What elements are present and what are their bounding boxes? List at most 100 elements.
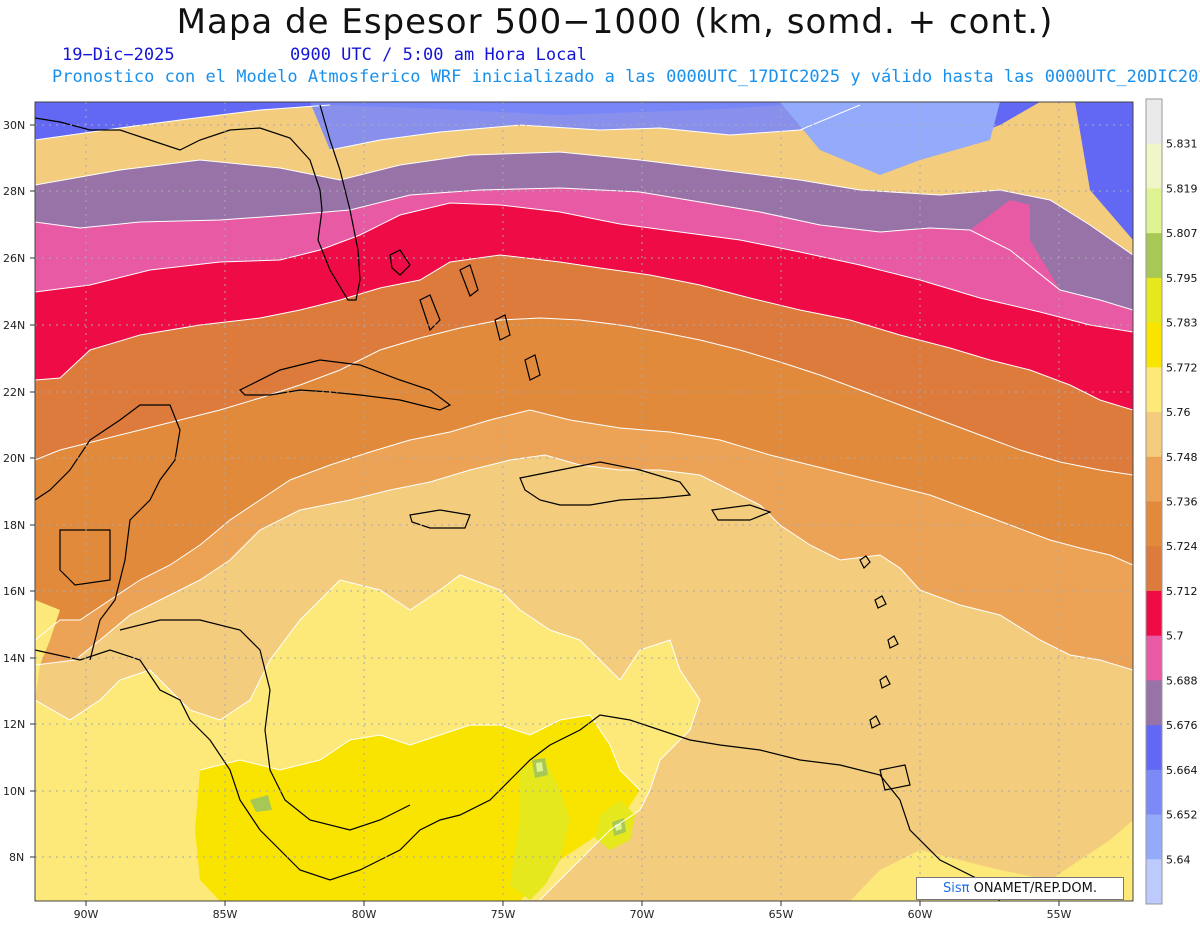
map-title: Mapa de Espesor 500−1000 (km, somd. + co… [176, 2, 1054, 42]
lon-label: 90W [74, 908, 99, 921]
colorbar-swatch [1146, 233, 1162, 279]
pi-icon: π [961, 881, 970, 896]
lon-label: 60W [908, 908, 933, 921]
colorbar-swatch [1146, 322, 1162, 368]
colorbar-label: 5.783 [1166, 317, 1198, 330]
lat-label: 26N [3, 252, 25, 265]
colorbar-label: 5.688 [1166, 674, 1198, 687]
colorbar-label: 5.7 [1166, 630, 1184, 643]
lat-label: 20N [3, 452, 25, 465]
colorbar-swatch [1146, 99, 1162, 145]
map-frame [34, 101, 1134, 902]
band-5-688 [35, 188, 1133, 332]
colorbar-swatch [1146, 590, 1162, 637]
thickness-fill [35, 102, 1133, 901]
colorbar-label: 5.831 [1166, 138, 1198, 151]
lon-label: 70W [630, 908, 655, 921]
colorbar-label: 5.772 [1166, 361, 1198, 374]
band-5-724 [35, 318, 1133, 640]
colorbar-label: 5.76 [1166, 406, 1191, 419]
lat-label: 24N [3, 319, 25, 332]
credit-text: ONAMET/REP.DOM. [969, 881, 1097, 896]
bahamas-3 [459, 264, 479, 297]
cuba [238, 359, 452, 411]
colorbar-label: 5.676 [1166, 719, 1198, 732]
forecast-time: 0900 UTC / 5:00 am Hora Local [290, 45, 587, 65]
lat-label: 16N [3, 585, 25, 598]
lat-label: 18N [3, 519, 25, 532]
colorbar-swatch [1146, 635, 1162, 681]
puerto-rico [711, 504, 772, 521]
credit-logo: Sis [943, 881, 962, 896]
colorbar-swatch [1146, 680, 1162, 726]
colorbar-swatch [1146, 769, 1162, 816]
lat-label: 22N [3, 386, 25, 399]
band-5-783 [510, 760, 635, 900]
central-america [35, 649, 551, 881]
colorbar-swatch [1146, 859, 1162, 905]
colorbar-label: 5.64 [1166, 853, 1191, 866]
lat-label: 12N [3, 718, 25, 731]
south-america-coast [549, 714, 1001, 901]
colorbar-label: 5.664 [1166, 764, 1198, 777]
bahamas-4 [494, 314, 511, 341]
lat-labels: 30N 28N 26N 24N 22N 20N 18N 16N 14N 12N … [3, 119, 25, 864]
band-5-712 [35, 255, 1133, 475]
lon-label: 65W [769, 908, 794, 921]
band-5-664 [35, 102, 1133, 240]
lon-label: 75W [491, 908, 516, 921]
colorbar-label: 5.748 [1166, 451, 1198, 464]
credit-box: Sisπ ONAMET/REP.DOM. [916, 877, 1124, 900]
bahamas-2 [419, 294, 441, 332]
lon-label: 80W [352, 908, 377, 921]
colorbar-label: 5.819 [1166, 182, 1198, 195]
model-info: Pronostico con el Modelo Atmosferico WRF… [52, 67, 1200, 87]
colorbar-label: 5.807 [1166, 227, 1198, 240]
bahamas-5 [524, 354, 541, 381]
coastlines [35, 104, 1001, 901]
yucatan-coast [35, 404, 181, 661]
trinidad [879, 764, 911, 791]
colorbar-swatch [1146, 412, 1162, 458]
colorbar-swatch [1146, 277, 1162, 324]
bahamas-1 [389, 249, 411, 276]
colorbar-frame [1145, 98, 1163, 905]
colorbar-swatch [1146, 456, 1162, 502]
border-mexico [59, 529, 111, 586]
colorbar-swatch [1146, 188, 1162, 234]
band-5-736 [35, 410, 1133, 670]
colorbar-label: 5.652 [1166, 809, 1198, 822]
gulf-coast [35, 104, 361, 301]
antilles [859, 555, 899, 729]
colorbar-swatch [1146, 367, 1162, 413]
lat-label: 14N [3, 652, 25, 665]
colorbar-label: 5.712 [1166, 585, 1198, 598]
contour-lines [35, 104, 1133, 901]
lat-label: 28N [3, 185, 25, 198]
tick-marks [30, 124, 1060, 906]
lat-label: 10N [3, 785, 25, 798]
colorbar-swatch [1146, 143, 1162, 189]
colorbar-swatch [1146, 546, 1162, 592]
lat-label: 8N [9, 851, 24, 864]
colorbar-label: 5.724 [1166, 540, 1198, 553]
central-america-east [119, 619, 411, 831]
band-5-640 [780, 102, 1000, 175]
lat-label: 30N [3, 119, 25, 132]
band-5-700 [35, 203, 1133, 410]
forecast-date: 19−Dic−2025 [62, 45, 175, 65]
hispaniola [519, 461, 692, 506]
jamaica [409, 509, 471, 529]
lat-lon-grid [35, 102, 1133, 901]
lon-labels: 90W 85W 80W 75W 70W 65W 60W 55W [74, 908, 1072, 921]
lon-label: 55W [1047, 908, 1072, 921]
band-5-652 [310, 102, 900, 150]
colorbar-label: 5.795 [1166, 272, 1198, 285]
lon-label: 85W [213, 908, 238, 921]
colorbar-swatch [1146, 814, 1162, 860]
colorbar: 5.831 5.819 5.807 5.795 5.783 5.772 5.76 5.748 5… [1145, 98, 1198, 905]
colorbar-label: 5.736 [1166, 496, 1198, 509]
colorbar-swatch [1146, 725, 1162, 771]
colorbar-swatch [1146, 501, 1162, 547]
